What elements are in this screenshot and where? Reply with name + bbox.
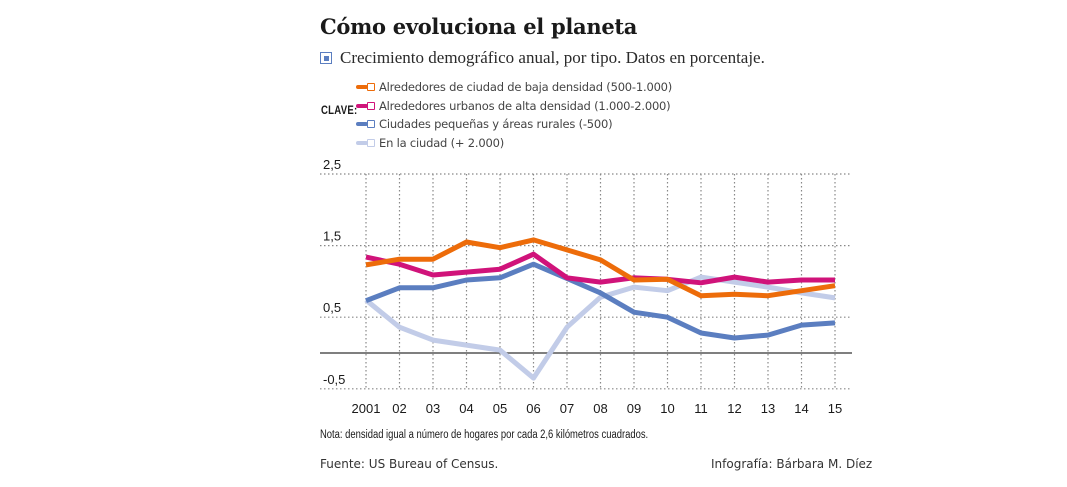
y-tick-label: 2,5 [323, 157, 341, 172]
legend-label: En la ciudad (+ 2.000) [379, 135, 505, 150]
x-tick-label: 14 [794, 401, 808, 416]
legend-bar [356, 140, 368, 145]
x-tick-label: 2001 [352, 401, 381, 416]
x-tick-label: 10 [660, 401, 674, 416]
author-credit: Infografía: Bárbara M. Díez [711, 457, 873, 471]
legend-box [367, 120, 375, 129]
series-line-0 [365, 237, 836, 299]
x-axis: 2001 02 03 04 05 06 07 08 09 10 11 12 13 14 15 [352, 401, 843, 416]
subtitle-text: Crecimiento demográfico anual, por tipo.… [340, 48, 765, 67]
legend-swatch-icon [356, 83, 375, 92]
x-tick-label: 02 [392, 401, 406, 416]
legend-box [367, 83, 375, 92]
legend-item-low-density-suburbs: Alrededores de ciudad de baja densidad (… [356, 78, 672, 97]
legend-label: Alrededores urbanos de alta densidad (1.… [379, 98, 671, 113]
legend: Alrededores de ciudad de baja densidad (… [356, 78, 672, 152]
series-line-2 [365, 261, 836, 341]
legend-box [367, 138, 375, 147]
grid [320, 173, 852, 390]
source-credit: Fuente: US Bureau of Census. [320, 457, 499, 471]
chart-subtitle: Crecimiento demográfico anual, por tipo.… [320, 48, 765, 68]
x-tick-label: 11 [694, 401, 708, 416]
y-axis: -0,5 0,5 1,5 2,5 [323, 157, 345, 387]
legend-item-city: En la ciudad (+ 2.000) [356, 134, 672, 153]
x-tick-label: 05 [493, 401, 507, 416]
series-line-1 [365, 251, 835, 286]
legend-label: Ciudades pequeñas y áreas rurales (-500) [379, 117, 613, 132]
legend-swatch-icon [356, 101, 375, 110]
square-bullet-icon [320, 52, 332, 64]
x-tick-label: 12 [727, 401, 741, 416]
x-tick-label: 09 [627, 401, 641, 416]
legend-label: Alrededores de ciudad de baja densidad (… [379, 80, 673, 95]
y-tick-label: 0,5 [323, 300, 341, 315]
y-tick-label: 1,5 [323, 229, 341, 244]
x-tick-label: 15 [828, 401, 842, 416]
x-tick-label: 13 [761, 401, 775, 416]
x-tick-label: 07 [560, 401, 574, 416]
x-tick-label: 06 [526, 401, 540, 416]
legend-box [367, 101, 375, 110]
x-tick-label: 03 [426, 401, 440, 416]
footnote: Nota: densidad igual a número de hogares… [320, 429, 649, 441]
series-line-3 [364, 274, 836, 381]
legend-bar [356, 103, 368, 108]
legend-swatch-icon [356, 138, 375, 147]
legend-bar [356, 85, 368, 90]
legend-bar [356, 122, 368, 127]
x-tick-label: 08 [593, 401, 607, 416]
legend-key-label: CLAVE: [321, 103, 358, 117]
y-tick-label: -0,5 [323, 372, 345, 387]
chart-title: Cómo evoluciona el planeta [320, 14, 638, 39]
x-tick-label: 04 [459, 401, 473, 416]
legend-swatch-icon [356, 120, 375, 129]
legend-item-small-towns-rural: Ciudades pequeñas y áreas rurales (-500) [356, 115, 672, 134]
legend-item-high-density-suburbs: Alrededores urbanos de alta densidad (1.… [356, 97, 672, 116]
series-lines [364, 237, 836, 381]
